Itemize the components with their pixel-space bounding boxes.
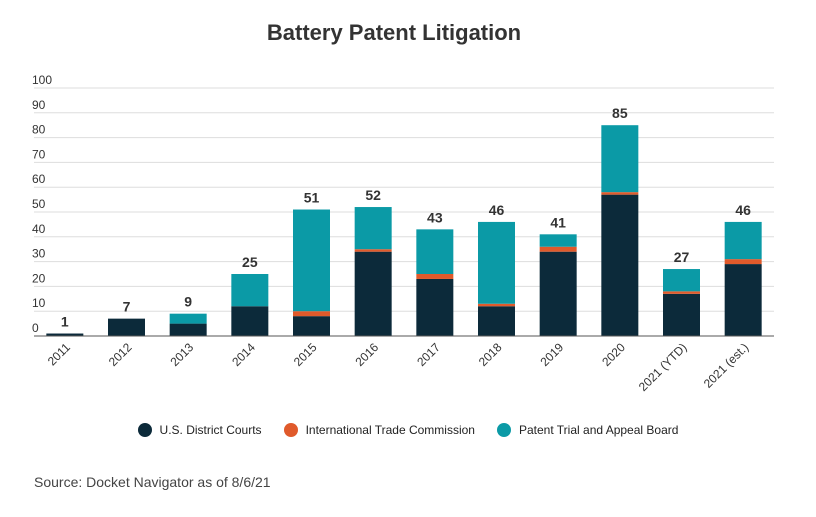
legend-item-ptab: Patent Trial and Appeal Board bbox=[496, 423, 679, 437]
bar-segment-district bbox=[354, 251, 392, 336]
x-tick-label: 2019 bbox=[538, 340, 567, 369]
y-tick-label: 50 bbox=[32, 197, 46, 211]
legend: U.S. District Courts International Trade… bbox=[0, 423, 816, 437]
bar-segment-district bbox=[478, 306, 515, 336]
bar-segment-ptab bbox=[539, 234, 577, 247]
grid-lines bbox=[34, 87, 774, 312]
bar-total-label: 41 bbox=[550, 214, 566, 230]
x-axis-ticks: 2011 2012 2013 2014 2015 2016 2017 2018 2019 2020… bbox=[45, 340, 751, 394]
bar-total-label: 27 bbox=[674, 249, 690, 265]
bar-segment-ptab bbox=[169, 313, 207, 324]
bar-segment-itc bbox=[663, 291, 700, 294]
bar-segment-ptab bbox=[663, 269, 700, 292]
x-tick-label: 2020 bbox=[599, 340, 628, 369]
total-labels: 1 7 9 25 51 52 43 46 41 85 27 46 bbox=[61, 105, 751, 329]
y-tick-label: 80 bbox=[32, 123, 46, 137]
bar-total-label: 1 bbox=[61, 314, 69, 330]
x-tick-label: 2012 bbox=[106, 340, 135, 369]
y-tick-label: 70 bbox=[32, 147, 46, 161]
bar-total-label: 46 bbox=[489, 202, 505, 218]
x-tick-label: 2015 bbox=[291, 340, 320, 369]
bar-segment-ptab bbox=[293, 209, 330, 312]
legend-item-itc: International Trade Commission bbox=[283, 423, 475, 437]
bar-segment-district bbox=[539, 251, 577, 336]
bar-segment-district bbox=[46, 333, 84, 336]
bar-total-label: 7 bbox=[123, 299, 131, 315]
bar-segment-ptab bbox=[478, 221, 515, 304]
stacked-bar-chart: 0 10 20 30 40 50 60 70 80 90 100 1 7 9 25 51 52 43 46 41 85… bbox=[32, 73, 774, 394]
bar-segment-itc bbox=[293, 311, 330, 317]
source-note: Source: Docket Navigator as of 8/6/21 bbox=[34, 474, 271, 490]
y-tick-label: 40 bbox=[32, 222, 46, 236]
bar-segment-ptab bbox=[724, 221, 762, 260]
bar-total-label: 25 bbox=[242, 254, 258, 270]
bar-total-label: 46 bbox=[735, 202, 751, 218]
x-tick-label: 2021 (est.) bbox=[701, 340, 751, 390]
x-tick-label: 2014 bbox=[229, 340, 258, 369]
bar-segment-itc bbox=[601, 192, 639, 195]
bar-segment-ptab bbox=[601, 125, 639, 193]
x-tick-label: 2018 bbox=[476, 340, 505, 369]
bar-segment-itc bbox=[478, 303, 515, 307]
legend-label-itc: International Trade Commission bbox=[305, 423, 475, 437]
y-tick-label: 10 bbox=[32, 296, 46, 310]
x-tick-label: 2021 (YTD) bbox=[636, 340, 690, 394]
bar-segment-district bbox=[724, 264, 762, 336]
bar-segment-district bbox=[231, 306, 269, 336]
bar-segment-district bbox=[663, 293, 700, 336]
legend-swatch-itc bbox=[283, 423, 298, 437]
bar-total-label: 43 bbox=[427, 209, 443, 225]
legend-label-district: U.S. District Courts bbox=[159, 423, 262, 437]
bar-segment-itc bbox=[539, 246, 577, 252]
bar-segment-itc bbox=[724, 259, 762, 265]
y-tick-label: 90 bbox=[32, 98, 46, 112]
x-tick-label: 2013 bbox=[168, 340, 197, 369]
legend-swatch-ptab bbox=[496, 423, 511, 437]
bar-segment-district bbox=[416, 278, 454, 336]
legend-label-ptab: Patent Trial and Appeal Board bbox=[518, 423, 679, 437]
y-tick-label: 0 bbox=[32, 321, 39, 335]
x-tick-label: 2016 bbox=[353, 340, 382, 369]
bar-segment-itc bbox=[416, 274, 454, 279]
bar-total-label: 85 bbox=[612, 105, 628, 121]
bars bbox=[46, 125, 762, 336]
bar-segment-district bbox=[601, 194, 639, 336]
bar-segment-district bbox=[108, 318, 145, 336]
bar-total-label: 52 bbox=[365, 187, 381, 203]
legend-swatch-district bbox=[137, 423, 152, 437]
y-tick-label: 60 bbox=[32, 172, 46, 186]
x-tick-label: 2017 bbox=[414, 340, 443, 369]
bar-total-label: 51 bbox=[304, 190, 320, 206]
legend-item-district: U.S. District Courts bbox=[137, 423, 262, 437]
y-tick-label: 30 bbox=[32, 247, 46, 261]
chart-title: Battery Patent Litigation bbox=[266, 20, 522, 45]
bar-segment-ptab bbox=[231, 274, 269, 307]
y-tick-label: 20 bbox=[32, 271, 46, 285]
bar-segment-district bbox=[169, 323, 207, 336]
y-tick-label: 100 bbox=[32, 73, 52, 87]
bar-segment-district bbox=[293, 316, 330, 336]
bar-segment-itc bbox=[354, 249, 392, 252]
bar-segment-ptab bbox=[354, 207, 392, 250]
bar-segment-ptab bbox=[416, 229, 454, 274]
x-tick-label: 2011 bbox=[45, 340, 73, 368]
bar-total-label: 9 bbox=[184, 294, 192, 310]
y-axis-ticks: 0 10 20 30 40 50 60 70 80 90 100 bbox=[32, 73, 52, 335]
